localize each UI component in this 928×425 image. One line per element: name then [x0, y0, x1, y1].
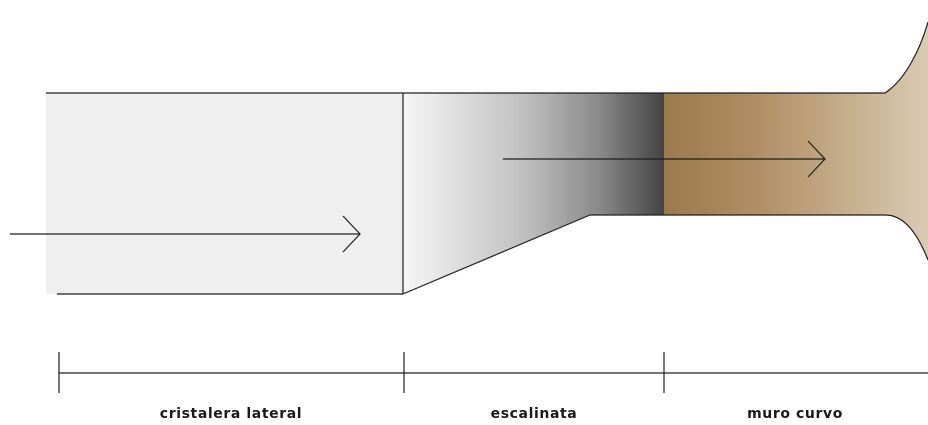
label-muro-curvo: muro curvo: [747, 406, 843, 422]
section-dimension-line: [58, 352, 928, 393]
plan-outline: [46, 21, 928, 295]
curved-wall-section-fill: [664, 22, 928, 260]
label-escalinata: escalinata: [491, 406, 578, 422]
stair-section-fill: [403, 93, 664, 294]
label-cristalera-lateral: cristalera lateral: [160, 406, 302, 422]
flow-arrow-lower: [10, 215, 361, 253]
flow-arrow-upper: [503, 140, 826, 178]
glass-section-fill: [46, 93, 403, 294]
